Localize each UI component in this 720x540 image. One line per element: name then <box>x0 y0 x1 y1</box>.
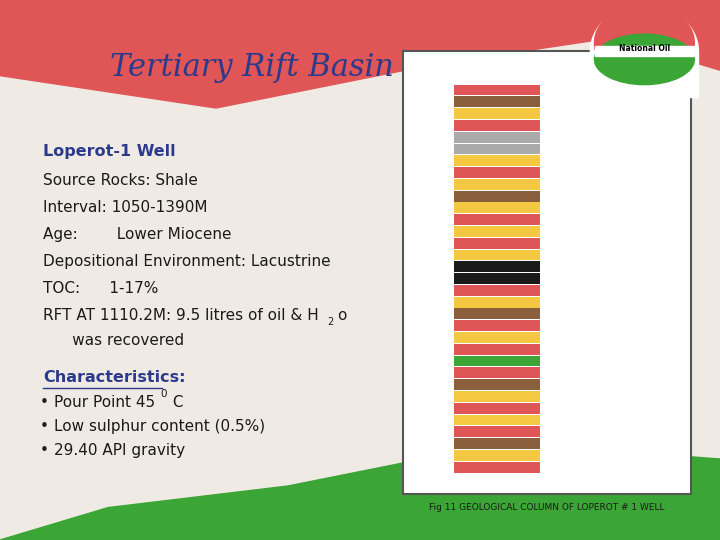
Bar <box>454 344 540 355</box>
Bar <box>595 46 694 56</box>
Text: o: o <box>337 308 346 323</box>
Bar <box>454 97 540 107</box>
Text: Characteristics:: Characteristics: <box>43 370 186 386</box>
Bar <box>454 156 540 166</box>
Text: Loperot-1 Well: Loperot-1 Well <box>43 144 176 159</box>
Polygon shape <box>0 0 720 108</box>
Text: Fig 11 GEOLOGICAL COLUMN OF LOPEROT # 1 WELL: Fig 11 GEOLOGICAL COLUMN OF LOPEROT # 1 … <box>429 503 665 512</box>
Bar <box>454 214 540 225</box>
Bar <box>454 391 540 402</box>
Text: 2: 2 <box>328 318 334 327</box>
Bar <box>454 238 540 248</box>
Bar <box>454 226 540 237</box>
Text: RFT AT 1110.2M: 9.5 litres of oil & H: RFT AT 1110.2M: 9.5 litres of oil & H <box>43 308 319 323</box>
Bar <box>454 296 540 308</box>
Text: Low sulphur content (0.5%): Low sulphur content (0.5%) <box>54 419 265 434</box>
Bar <box>454 379 540 390</box>
Text: Interval: 1050-1390M: Interval: 1050-1390M <box>43 200 207 215</box>
Bar <box>454 332 540 343</box>
Text: Tertiary Rift Basin: Tertiary Rift Basin <box>110 52 394 83</box>
Ellipse shape <box>590 5 698 97</box>
Bar <box>454 308 540 319</box>
Bar <box>454 356 540 367</box>
Text: Depositional Environment: Lacustrine: Depositional Environment: Lacustrine <box>43 254 330 269</box>
Bar <box>454 108 540 119</box>
Text: •: • <box>40 443 48 458</box>
Text: was recovered: was recovered <box>43 333 184 348</box>
Bar <box>454 415 540 426</box>
Bar <box>454 285 540 296</box>
Bar <box>454 450 540 461</box>
Bar <box>454 144 540 154</box>
Bar <box>454 320 540 331</box>
Text: •: • <box>40 395 48 410</box>
Bar <box>454 261 540 272</box>
Bar <box>454 462 540 472</box>
Text: TOC:      1-17%: TOC: 1-17% <box>43 281 158 296</box>
Bar <box>454 132 540 143</box>
Text: 0: 0 <box>161 389 167 399</box>
Bar <box>454 438 540 449</box>
Ellipse shape <box>595 4 694 82</box>
Bar <box>590 51 698 97</box>
Text: National Oil: National Oil <box>618 44 670 53</box>
Text: Pour Point 45: Pour Point 45 <box>54 395 155 410</box>
Bar <box>454 403 540 414</box>
Text: Source Rocks: Shale: Source Rocks: Shale <box>43 173 198 188</box>
Text: C: C <box>168 395 184 410</box>
Bar <box>454 191 540 201</box>
Bar <box>454 202 540 213</box>
Ellipse shape <box>595 34 694 85</box>
Bar <box>403 51 691 494</box>
Polygon shape <box>0 443 720 540</box>
Text: Age:        Lower Miocene: Age: Lower Miocene <box>43 227 232 242</box>
Bar <box>454 273 540 284</box>
Bar <box>454 426 540 437</box>
Text: 29.40 API gravity: 29.40 API gravity <box>54 443 185 458</box>
Bar <box>454 120 540 131</box>
Bar <box>454 249 540 260</box>
Bar <box>454 367 540 378</box>
Bar <box>454 167 540 178</box>
Bar <box>454 179 540 190</box>
Bar <box>454 85 540 96</box>
Text: •: • <box>40 419 48 434</box>
